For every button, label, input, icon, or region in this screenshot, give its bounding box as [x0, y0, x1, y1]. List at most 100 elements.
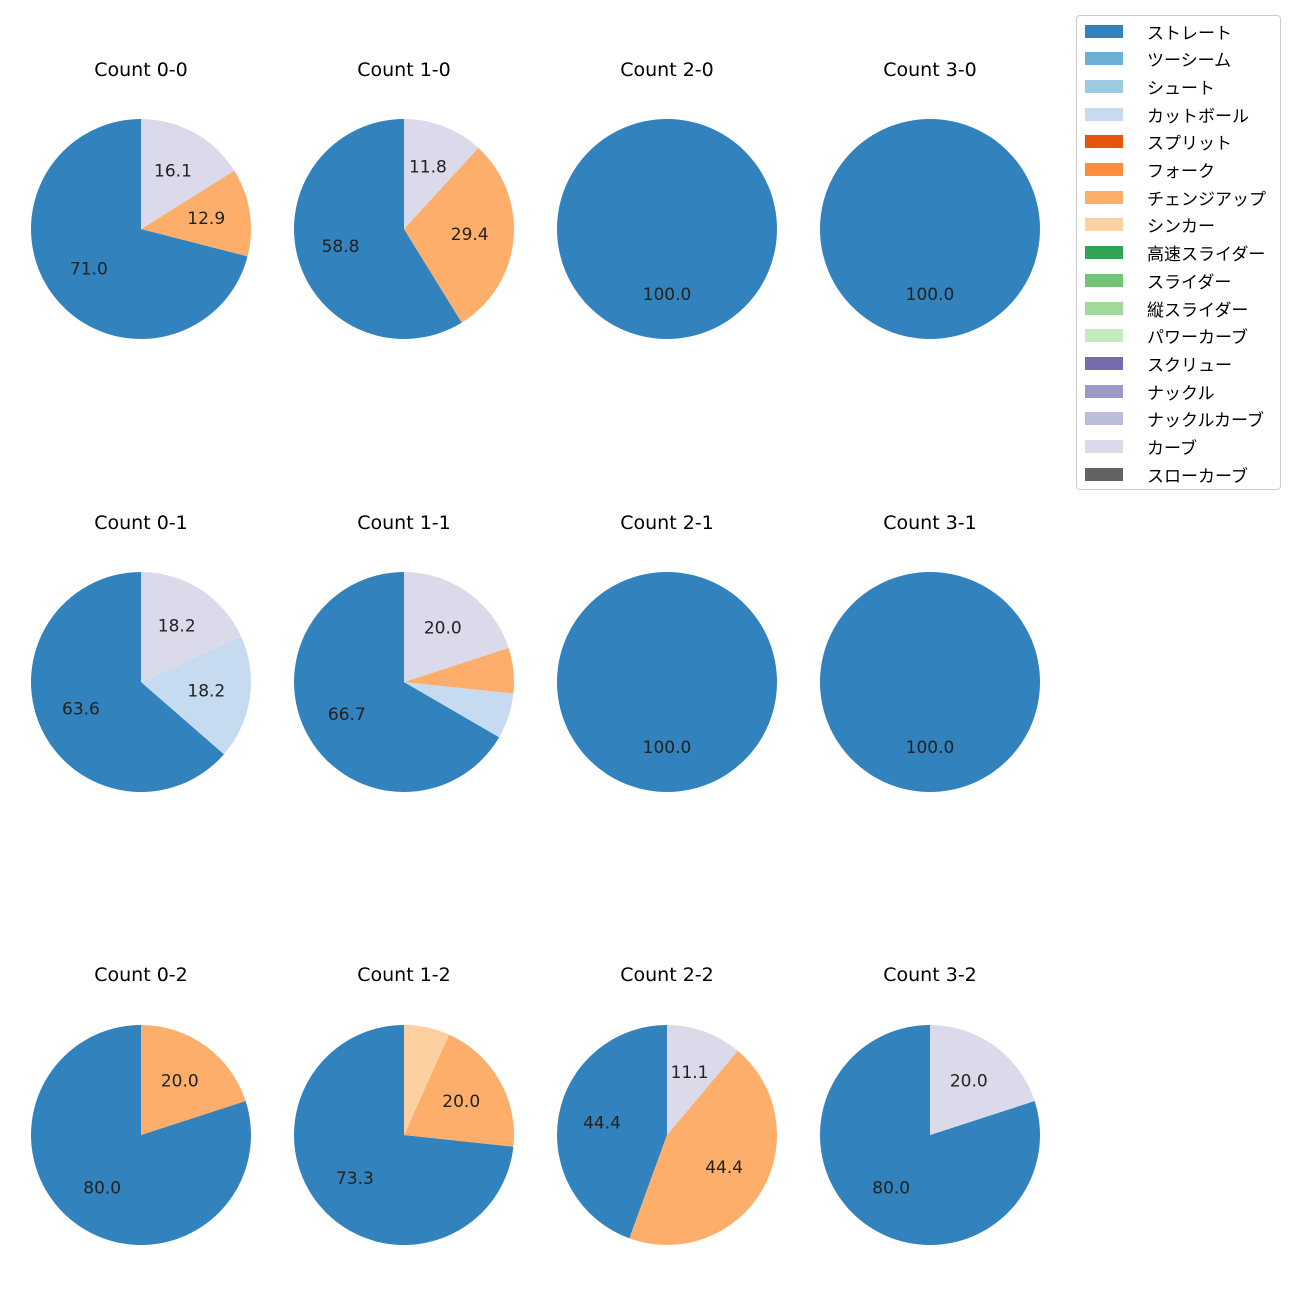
- pie-count-1-0: Count 1-0 58.8 29.4 11.8: [294, 59, 514, 340]
- pie-title: Count 0-1: [94, 512, 188, 534]
- legend-swatch: [1085, 163, 1123, 176]
- pie-count-0-0: Count 0-0 71.0 12.9 16.1: [30, 59, 251, 339]
- pie-slice: [294, 572, 500, 792]
- legend-swatch: [1085, 301, 1123, 315]
- legend-swatch: [1085, 440, 1123, 453]
- legend-swatch: [1085, 356, 1123, 370]
- legend-swatch: [1085, 79, 1123, 93]
- legend-label: スライダー: [1147, 272, 1232, 293]
- legend-swatch: [1085, 412, 1123, 426]
- pie-count-0-2: Count 0-2 80.0 20.0: [31, 964, 252, 1245]
- pie-slice: [667, 1025, 738, 1135]
- pie-title: Count 1-1: [357, 512, 451, 534]
- pie-count-1-1: Count 1-1 66.7 20.0: [294, 512, 514, 792]
- pie-slice: [404, 147, 514, 323]
- legend-item: 縦スライダー: [1085, 298, 1249, 321]
- legend-label: パワーカーブ: [1147, 328, 1248, 349]
- pie-slice: [294, 1025, 514, 1245]
- pie-title: Count 1-0: [357, 59, 451, 81]
- legend-label: ナックル: [1147, 383, 1215, 404]
- pie-slice: [557, 1025, 667, 1239]
- pie-count-2-1: Count 2-1 100.0: [557, 512, 777, 792]
- legend-label: カットボール: [1147, 106, 1249, 127]
- slice-value-label: 100.0: [906, 738, 955, 758]
- legend: ストレートツーシームシュートカットボール スプリットフォークチェンジアップ シンカー…: [1076, 15, 1281, 490]
- pie-count-3-1: Count 3-1 100.0: [820, 512, 1040, 792]
- legend-swatch: [1085, 218, 1123, 232]
- legend-item: シュート: [1085, 76, 1215, 99]
- slice-value-label: 20.0: [161, 1072, 199, 1092]
- pie-slice: [141, 636, 251, 755]
- legend-label: フォーク: [1147, 162, 1215, 182]
- slice-value-label: 20.0: [424, 619, 462, 639]
- pie-slice: [557, 119, 777, 339]
- legend-label: ツーシーム: [1147, 51, 1232, 72]
- legend-item: ストレート: [1085, 21, 1232, 44]
- pie-slice: [819, 1025, 1040, 1245]
- legend-item: カットボール: [1085, 104, 1249, 127]
- legend-item: ナックル: [1085, 381, 1215, 404]
- legend-item: チェンジアップ: [1085, 187, 1266, 210]
- legend-item: ツーシーム: [1085, 49, 1232, 72]
- slice-value-label: 73.3: [336, 1169, 374, 1189]
- pie-title: Count 3-0: [883, 59, 977, 81]
- pie-title: Count 0-2: [94, 964, 188, 986]
- legend-swatch: [1085, 246, 1123, 260]
- slice-value-label: 11.1: [671, 1063, 709, 1083]
- pie-slice: [404, 1025, 449, 1135]
- legend-label: チェンジアップ: [1147, 189, 1266, 210]
- slice-value-label: 11.8: [409, 157, 447, 177]
- legend-item: シンカー: [1085, 215, 1215, 238]
- pie-count-0-1: Count 0-1 63.6 18.2 18.2: [30, 512, 251, 792]
- slice-value-label: 29.4: [451, 225, 489, 245]
- slice-value-label: 100.0: [643, 285, 692, 305]
- pie-slice: [557, 572, 777, 792]
- pie-slice: [404, 647, 514, 694]
- slice-value-label: 80.0: [872, 1178, 910, 1198]
- pie-slice: [30, 572, 224, 792]
- pie-slice: [294, 119, 462, 340]
- legend-swatch: [1085, 107, 1123, 121]
- legend-label: 縦スライダー: [1147, 300, 1249, 321]
- legend-swatch: [1085, 384, 1123, 398]
- legend-item: スプリット: [1085, 132, 1232, 155]
- pie-slice: [930, 1025, 1035, 1135]
- pie-slice: [141, 119, 235, 229]
- slice-value-label: 71.0: [70, 259, 108, 279]
- legend-swatch: [1085, 135, 1123, 149]
- pie-slice: [404, 119, 479, 229]
- legend-label: スプリット: [1147, 134, 1232, 155]
- slice-value-label: 44.4: [583, 1114, 621, 1134]
- pie-slice: [141, 572, 242, 682]
- pie-title: Count 0-0: [94, 59, 188, 81]
- pie-slice: [820, 572, 1040, 792]
- pie-title: Count 2-0: [620, 59, 714, 81]
- slice-value-label: 20.0: [442, 1092, 480, 1112]
- legend-swatch: [1085, 24, 1123, 38]
- pie-slice: [30, 119, 248, 339]
- pie-title: Count 2-1: [620, 512, 714, 534]
- slice-value-label: 20.0: [950, 1072, 988, 1092]
- legend-item: スライダー: [1085, 270, 1232, 293]
- slice-value-label: 100.0: [643, 738, 692, 758]
- slice-value-label: 12.9: [187, 209, 225, 229]
- slice-value-label: 58.8: [322, 237, 360, 257]
- pie-title: Count 3-2: [883, 964, 977, 986]
- pie-title: Count 1-2: [357, 964, 451, 986]
- legend-item: カーブ: [1085, 437, 1197, 459]
- pie-count-1-2: Count 1-2 73.3 20.0: [294, 964, 514, 1245]
- legend-label: シュート: [1147, 78, 1215, 99]
- pie-slice: [141, 1025, 246, 1135]
- slice-value-label: 66.7: [328, 705, 366, 725]
- legend-item: スローカーブ: [1085, 464, 1248, 487]
- pie-count-3-2: Count 3-2 80.0 20.0: [819, 964, 1040, 1245]
- legend-label: シンカー: [1147, 217, 1215, 238]
- pie-count-3-0: Count 3-0 100.0: [820, 59, 1040, 339]
- legend-item: パワーカーブ: [1085, 326, 1248, 349]
- legend-swatch: [1085, 467, 1123, 481]
- legend-item: フォーク: [1085, 160, 1215, 182]
- legend-label: ストレート: [1147, 23, 1232, 44]
- pie-slice: [404, 1034, 514, 1147]
- pie-slice: [404, 572, 509, 682]
